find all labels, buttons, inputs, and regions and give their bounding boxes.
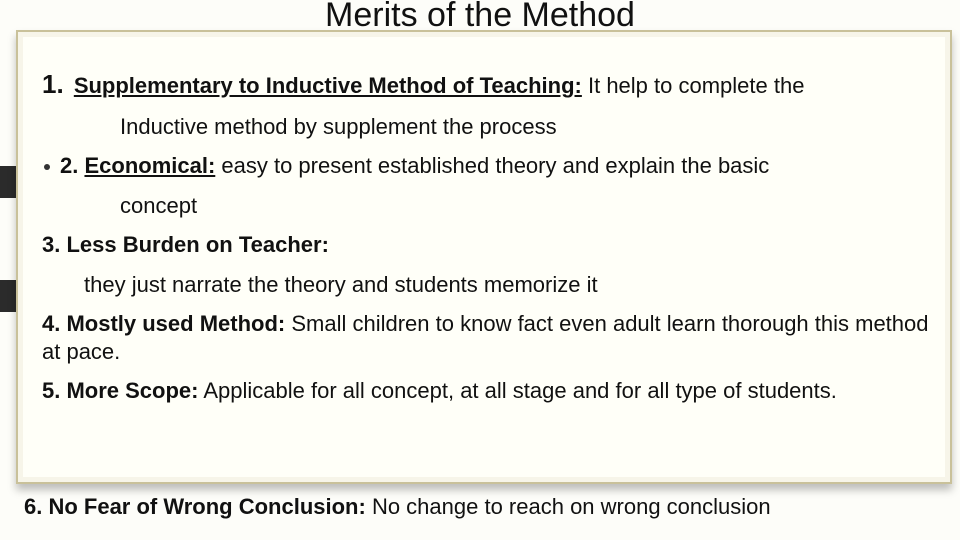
merit-1-tail: It help to complete the <box>582 73 805 98</box>
merit-5-tail: Applicable for all concept, at all stage… <box>198 378 836 403</box>
merit-3-line1: 3. Less Burden on Teacher: <box>42 231 940 259</box>
merit-1-line2: Inductive method by supplement the proce… <box>42 113 940 141</box>
merit-3-line2: they just narrate the theory and student… <box>42 271 940 299</box>
merit-2-tail: easy to present established theory and e… <box>215 153 769 178</box>
bullet-icon <box>44 164 50 170</box>
merit-2-heading: Economical: <box>84 153 215 178</box>
merit-1-heading: Supplementary to Inductive Method of Tea… <box>74 73 582 98</box>
merit-2-line2: concept <box>42 192 940 220</box>
content-area: 1. Supplementary to Inductive Method of … <box>42 68 940 532</box>
merit-6-tail: No change to reach on wrong conclusion <box>366 494 771 519</box>
merit-2-line1: 2. Economical: easy to present establish… <box>42 152 940 180</box>
merit-1-line1: 1. Supplementary to Inductive Method of … <box>42 68 940 101</box>
merit-5-heading: 5. More Scope: <box>42 378 198 403</box>
merit-2-number: 2. <box>60 153 84 178</box>
merit-4-heading: 4. Mostly used Method: <box>42 311 285 336</box>
merit-4: 4. Mostly used Method: Small children to… <box>42 310 940 365</box>
content-frame: 1. Supplementary to Inductive Method of … <box>16 30 952 484</box>
merit-5: 5. More Scope: Applicable for all concep… <box>42 377 940 405</box>
merit-6: 6. No Fear of Wrong Conclusion: No chang… <box>24 494 950 520</box>
merit-3-heading: 3. Less Burden on Teacher: <box>42 232 329 257</box>
merit-6-heading: 6. No Fear of Wrong Conclusion: <box>24 494 366 519</box>
slide: Merits of the Method 1. Supplementary to… <box>0 0 960 540</box>
merit-1-number: 1. <box>42 68 64 101</box>
